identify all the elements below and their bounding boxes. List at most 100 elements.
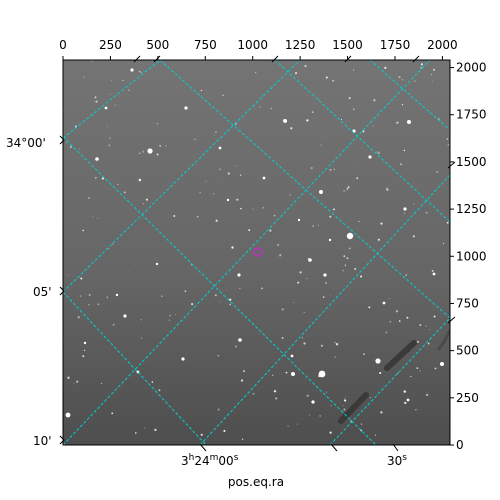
grid-line — [329, 317, 450, 445]
right-tick-label: 1000 — [456, 249, 487, 263]
grid-line — [63, 60, 301, 293]
top-tick-label: 1250 — [285, 38, 316, 52]
faint-star — [379, 371, 382, 375]
faint-star — [410, 375, 412, 378]
faint-star — [446, 138, 449, 141]
faint-star — [429, 328, 431, 330]
faint-star — [80, 277, 83, 280]
faint-star — [106, 296, 109, 299]
faint-star — [92, 216, 94, 218]
faint-star — [109, 137, 111, 139]
faint-star — [140, 71, 142, 74]
faint-star — [347, 186, 350, 189]
faint-star — [82, 229, 85, 232]
faint-star — [375, 434, 377, 436]
faint-star — [158, 389, 161, 392]
star — [368, 155, 372, 159]
faint-star — [82, 355, 85, 358]
star — [184, 106, 188, 110]
faint-star — [320, 144, 322, 146]
faint-star — [324, 136, 326, 138]
faint-star — [184, 290, 187, 292]
faint-star — [255, 72, 257, 74]
faint-star — [94, 96, 97, 98]
top-tick-label: 2000 — [427, 38, 458, 52]
faint-star — [420, 63, 424, 66]
faint-star — [193, 138, 196, 141]
faint-star — [352, 69, 355, 71]
faint-star — [346, 188, 349, 190]
faint-star — [384, 66, 387, 70]
right-tick-label: 2000 — [456, 61, 487, 75]
faint-star — [219, 168, 221, 170]
faint-star — [199, 192, 201, 194]
faint-star — [403, 212, 405, 214]
star — [147, 148, 153, 154]
faint-star — [83, 349, 86, 352]
faint-star — [281, 308, 284, 311]
faint-star — [325, 76, 328, 79]
faint-star — [385, 331, 388, 334]
faint-star — [252, 392, 255, 395]
image-frame — [62, 59, 451, 446]
faint-star — [325, 391, 328, 393]
faint-star — [432, 81, 433, 83]
faint-star — [154, 428, 157, 432]
faint-star — [215, 219, 218, 222]
top-tick-label: 0 — [59, 38, 67, 52]
faint-star — [279, 254, 282, 257]
faint-star — [234, 345, 237, 348]
faint-star — [397, 372, 399, 374]
right-tick-label: 1250 — [456, 202, 487, 216]
faint-star — [235, 165, 237, 167]
faint-star — [205, 180, 207, 183]
faint-star — [335, 343, 339, 346]
faint-star — [415, 409, 417, 411]
faint-star — [217, 355, 219, 357]
faint-star — [341, 119, 342, 120]
faint-star — [386, 187, 388, 189]
faint-star — [240, 174, 242, 176]
faint-star — [310, 166, 313, 170]
star — [226, 198, 230, 202]
top-tick-label: 750 — [194, 38, 217, 52]
faint-star — [68, 275, 69, 276]
faint-star — [289, 194, 291, 196]
faint-star — [283, 121, 285, 123]
top-pixel-axis: 0 250 500 750 1000 1250 1500 1750 2000 — [59, 38, 458, 60]
faint-star — [319, 415, 321, 417]
faint-star — [156, 153, 159, 156]
star — [323, 273, 327, 277]
star — [297, 218, 301, 222]
faint-star — [252, 208, 254, 210]
faint-star — [243, 370, 246, 373]
faint-star — [304, 65, 307, 68]
faint-star — [67, 376, 70, 379]
faint-star — [359, 275, 363, 278]
faint-star — [73, 383, 75, 385]
faint-star — [377, 238, 380, 241]
faint-star — [333, 168, 336, 170]
faint-star — [191, 303, 194, 306]
star — [123, 314, 127, 318]
faint-star — [318, 374, 321, 378]
faint-star — [431, 87, 433, 89]
grid-line — [63, 136, 377, 445]
faint-star — [95, 100, 98, 103]
ra-label-1: 3h24m00s — [181, 453, 239, 468]
faint-star — [434, 367, 437, 370]
faint-star — [425, 325, 427, 327]
grid-line — [63, 60, 161, 139]
faint-star — [334, 341, 336, 344]
faint-star — [70, 146, 72, 148]
faint-star — [294, 71, 298, 75]
artifact-streak — [338, 392, 369, 424]
faint-star — [196, 215, 199, 218]
faint-star — [83, 76, 85, 78]
faint-star — [231, 246, 234, 249]
faint-star — [140, 319, 142, 321]
top-tick-label: 1000 — [237, 38, 268, 52]
ra-axis: 3h24m00s 30s pos.eq.ra — [133, 55, 456, 489]
faint-star — [373, 125, 375, 127]
faint-star — [342, 405, 344, 407]
